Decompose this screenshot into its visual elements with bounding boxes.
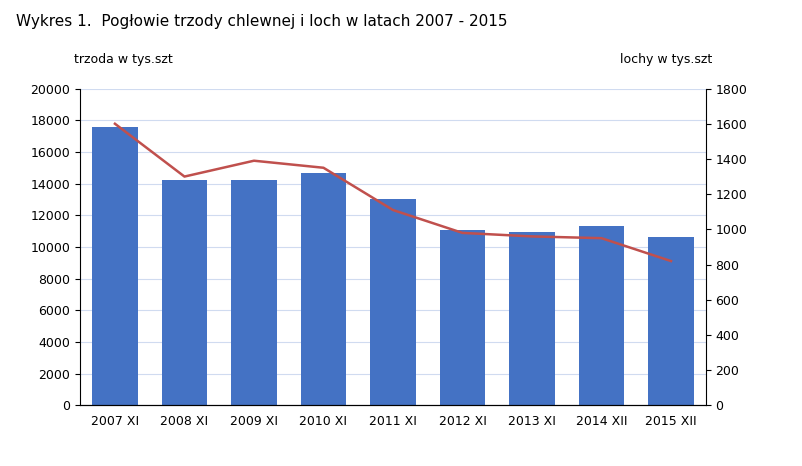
Text: lochy w tys.szt: lochy w tys.szt (620, 54, 712, 66)
Bar (439, 230, 485, 405)
Bar (648, 238, 694, 405)
Bar (92, 127, 137, 405)
Bar (509, 232, 554, 405)
Text: Wykres 1.  Pogłowie trzody chlewnej i loch w latach 2007 - 2015: Wykres 1. Pogłowie trzody chlewnej i loc… (16, 14, 508, 29)
Bar (371, 199, 415, 405)
Bar (301, 172, 346, 405)
Bar (579, 226, 624, 405)
Text: trzoda w tys.szt: trzoda w tys.szt (74, 54, 172, 66)
Bar (231, 179, 277, 405)
Bar (162, 180, 207, 405)
